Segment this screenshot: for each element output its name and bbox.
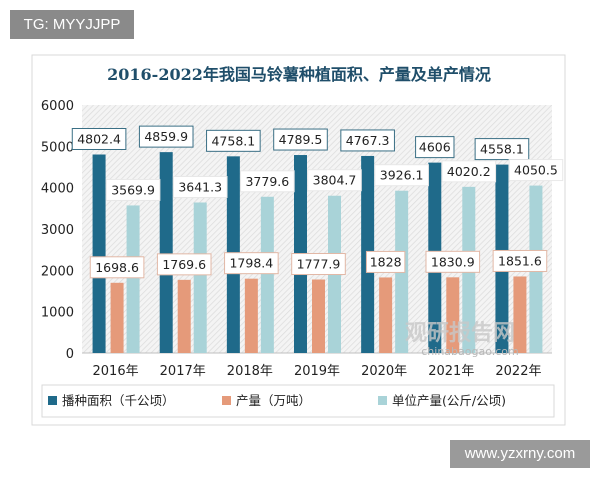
x-tick-label: 2020年 bbox=[361, 364, 407, 379]
bar-1 bbox=[110, 282, 124, 353]
x-tick-label: 2016年 bbox=[93, 364, 139, 379]
data-label-box bbox=[240, 170, 295, 193]
bar-1 bbox=[312, 279, 325, 353]
data-label-box bbox=[307, 169, 362, 192]
data-label-box bbox=[89, 256, 145, 279]
bar-1 bbox=[244, 278, 258, 353]
data-label-box bbox=[474, 138, 530, 161]
x-tick-label: 2017年 bbox=[160, 364, 206, 379]
data-label-box bbox=[224, 252, 279, 275]
data-label-box bbox=[415, 136, 455, 159]
x-tick-label: 2018年 bbox=[227, 364, 273, 379]
watermark-tag: TG: MYYJJPP bbox=[10, 10, 134, 39]
data-label: 1698.6 bbox=[95, 260, 139, 275]
data-label-box bbox=[105, 178, 161, 201]
data-label: 4606 bbox=[419, 140, 451, 155]
bar-2 bbox=[260, 196, 274, 353]
legend bbox=[41, 384, 555, 418]
data-label-box bbox=[206, 129, 261, 152]
legend-label: 产量（万吨） bbox=[236, 393, 311, 408]
data-label: 4020.2 bbox=[447, 164, 491, 179]
x-tick-label: 2022年 bbox=[495, 364, 541, 379]
data-label: 4758.1 bbox=[211, 133, 255, 148]
data-label: 4802.4 bbox=[77, 132, 121, 147]
data-label-box bbox=[492, 249, 548, 272]
bar-2 bbox=[193, 202, 207, 353]
bar-1 bbox=[446, 277, 460, 353]
legend-label: 单位产量(公斤/公顷) bbox=[392, 393, 506, 408]
y-tick-label: 2000 bbox=[41, 264, 74, 279]
data-label: 4767.3 bbox=[346, 133, 390, 148]
data-label: 4050.5 bbox=[514, 163, 558, 178]
data-label: 4558.1 bbox=[480, 142, 524, 157]
watermark-site: www.yzxrny.com bbox=[450, 440, 590, 468]
data-label: 3804.7 bbox=[313, 173, 357, 188]
logo-watermark-sub: chinabaogao.com bbox=[421, 345, 519, 358]
data-label: 1830.9 bbox=[431, 254, 475, 269]
data-label-box bbox=[291, 253, 346, 276]
data-label-box bbox=[172, 175, 228, 198]
data-label-box bbox=[374, 164, 429, 187]
y-tick-label: 1000 bbox=[41, 306, 74, 321]
y-tick-label: 0 bbox=[66, 347, 74, 362]
data-label: 3926.1 bbox=[380, 168, 424, 183]
data-label: 1777.9 bbox=[297, 257, 341, 272]
bar-1 bbox=[177, 279, 191, 353]
chart-title: 2016-2022年我国马铃薯种植面积、产量及单产情况 bbox=[107, 65, 491, 84]
data-label-box bbox=[156, 253, 212, 276]
x-tick-label: 2019年 bbox=[294, 364, 340, 379]
y-tick-label: 3000 bbox=[41, 223, 74, 238]
data-label-box bbox=[71, 128, 127, 151]
logo-watermark: 观研报告网 bbox=[405, 321, 515, 346]
data-label-box bbox=[138, 125, 194, 148]
x-tick-label: 2021年 bbox=[428, 364, 474, 379]
data-label: 3779.6 bbox=[245, 174, 289, 189]
data-label: 3569.9 bbox=[111, 182, 155, 197]
data-label: 1851.6 bbox=[498, 253, 542, 268]
data-label-box bbox=[273, 128, 328, 151]
legend-swatch bbox=[48, 396, 57, 405]
y-tick-label: 6000 bbox=[41, 99, 74, 114]
legend-swatch bbox=[222, 396, 231, 405]
data-label: 1769.6 bbox=[162, 257, 206, 272]
data-label-box bbox=[441, 160, 497, 183]
data-label-box bbox=[340, 129, 395, 152]
data-label: 1828 bbox=[370, 254, 402, 269]
data-label: 3641.3 bbox=[178, 179, 222, 194]
bar-0 bbox=[92, 154, 106, 353]
data-label-box bbox=[425, 250, 481, 273]
legend-label: 播种面积（千公顷） bbox=[62, 393, 175, 408]
y-tick-label: 4000 bbox=[41, 182, 74, 197]
y-tick-label: 5000 bbox=[41, 140, 74, 155]
data-label-box bbox=[508, 159, 564, 182]
data-label: 4859.9 bbox=[144, 129, 188, 144]
legend-swatch bbox=[378, 396, 387, 405]
bar-2 bbox=[126, 205, 140, 353]
bar-0 bbox=[159, 152, 173, 353]
bar-1 bbox=[379, 277, 393, 353]
data-label: 1798.4 bbox=[229, 256, 273, 271]
bar-1 bbox=[513, 276, 527, 353]
data-label-box bbox=[365, 250, 406, 273]
data-label: 4789.5 bbox=[279, 132, 323, 147]
